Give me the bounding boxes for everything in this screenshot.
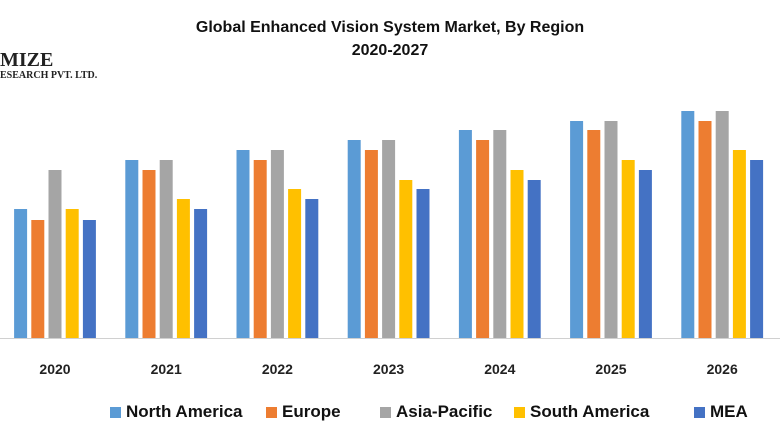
legend-item: MEA [694, 402, 748, 422]
legend-item: South America [514, 402, 649, 422]
bar-mea-2022 [305, 199, 319, 338]
bar-europe-2026 [698, 121, 712, 338]
bar-asia-pacific-2025 [604, 121, 618, 338]
bar-south-america-2024 [510, 170, 524, 338]
bar-mea-2021 [194, 209, 208, 338]
legend-item: Asia-Pacific [380, 402, 492, 422]
bar-south-america-2026 [732, 150, 746, 338]
bar-mea-2025 [638, 170, 652, 338]
bar-north-america-2022 [236, 150, 250, 338]
legend-label: North America [126, 402, 243, 421]
x-tick-label: 2025 [595, 361, 626, 377]
bar-asia-pacific-2020 [48, 170, 62, 338]
legend-label: Europe [282, 402, 341, 421]
bar-mea-2024 [527, 180, 541, 338]
bar-north-america-2023 [347, 140, 361, 338]
logo-line2: ESEARCH PVT. LTD. [0, 70, 98, 81]
chart-subtitle: 2020-2027 [351, 42, 429, 59]
x-tick-label: 2021 [151, 361, 182, 377]
logo-line1: MIZE [0, 49, 54, 71]
bar-north-america-2026 [681, 111, 695, 338]
bar-europe-2023 [364, 150, 378, 338]
bar-chart: 2020 2021 2022 2023 2024 2025 2026 [0, 111, 780, 377]
company-logo: MIZE ESEARCH PVT. LTD. [0, 50, 97, 82]
bar-south-america-2023 [399, 180, 413, 338]
legend-label: Asia-Pacific [396, 402, 493, 421]
bar-asia-pacific-2022 [270, 150, 284, 338]
bar-europe-2021 [142, 170, 156, 338]
bar-asia-pacific-2024 [493, 130, 507, 338]
bar-mea-2020 [82, 220, 96, 338]
bar-asia-pacific-2021 [159, 160, 173, 338]
bar-south-america-2020 [65, 209, 79, 338]
legend-swatch [110, 406, 121, 418]
x-tick-label: 2024 [484, 361, 515, 377]
legend-label: South America [530, 402, 650, 421]
bar-south-america-2022 [288, 189, 302, 338]
bar-europe-2020 [31, 220, 45, 338]
bar-north-america-2024 [458, 130, 472, 338]
bar-south-america-2021 [176, 199, 190, 338]
x-tick-label: 2026 [707, 361, 738, 377]
bar-asia-pacific-2026 [715, 111, 729, 338]
bar-europe-2025 [587, 130, 601, 338]
bar-north-america-2025 [570, 121, 584, 338]
bar-asia-pacific-2023 [382, 140, 396, 338]
legend-swatch [380, 406, 391, 418]
legend-label: MEA [710, 402, 748, 421]
x-tick-label: 2020 [39, 361, 70, 377]
legend-swatch [694, 406, 705, 418]
legend-swatch [514, 406, 525, 418]
x-tick-label: 2022 [262, 361, 293, 377]
legend-item: North America [110, 402, 243, 422]
bar-mea-2023 [416, 189, 430, 338]
bar-north-america-2020 [14, 209, 28, 338]
chart-title-main: Global Enhanced Vision System Market, By… [195, 19, 585, 36]
legend: North America Europe Asia-Pacific South Ame… [0, 402, 780, 426]
bar-north-america-2021 [125, 160, 139, 338]
legend-item: Europe [266, 402, 341, 422]
bar-europe-2022 [253, 160, 267, 338]
bar-europe-2024 [476, 140, 490, 338]
legend-swatch [266, 406, 277, 418]
chart-title: Global Enhanced Vision System Market, By… [0, 16, 780, 62]
bar-mea-2026 [750, 160, 764, 338]
x-tick-label: 2023 [373, 361, 404, 377]
bar-south-america-2025 [621, 160, 635, 338]
